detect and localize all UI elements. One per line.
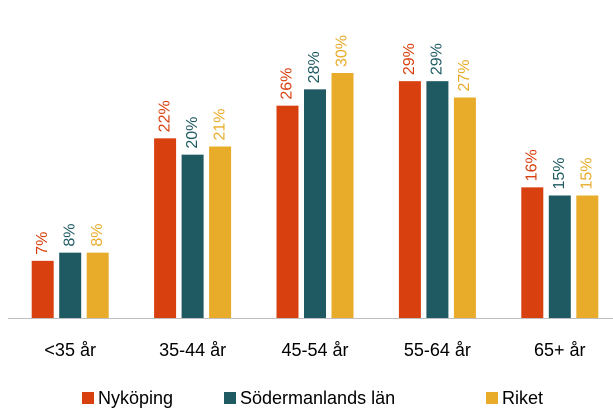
data-label: 26% — [279, 68, 296, 100]
data-label: 29% — [429, 43, 446, 75]
x-tick-label: 35-44 år — [159, 340, 226, 360]
bar — [576, 195, 599, 318]
data-label: 29% — [401, 43, 418, 75]
bar — [59, 252, 82, 318]
x-tick-label: 55-64 år — [404, 340, 471, 360]
x-tick-label: <35 år — [44, 340, 96, 360]
bar — [31, 260, 54, 318]
bar — [521, 187, 544, 318]
x-tick-label: 45-54 år — [281, 340, 348, 360]
data-label: 8% — [89, 224, 106, 247]
data-label: 28% — [306, 51, 323, 83]
bar — [453, 97, 476, 318]
legend-swatch — [82, 392, 94, 404]
data-label: 8% — [61, 224, 78, 247]
bar — [86, 252, 109, 318]
bar — [276, 105, 299, 319]
legend-label: Nyköping — [98, 388, 173, 408]
data-label: 27% — [456, 59, 473, 91]
bar — [154, 138, 177, 318]
data-label: 16% — [524, 149, 541, 181]
data-label: 15% — [551, 157, 568, 189]
bar — [304, 89, 326, 318]
data-label: 20% — [184, 117, 201, 149]
legend-label: Riket — [502, 388, 543, 408]
data-label: 15% — [579, 157, 596, 189]
bar — [426, 81, 449, 319]
legend-swatch — [486, 392, 498, 404]
x-tick-label: 65+ år — [534, 340, 586, 360]
data-label: 22% — [156, 100, 173, 132]
bar — [331, 73, 354, 318]
legend-swatch — [224, 392, 236, 404]
bar — [548, 195, 571, 318]
data-label: 21% — [211, 108, 228, 140]
data-label: 7% — [34, 232, 51, 255]
bar — [209, 146, 232, 318]
bar — [181, 154, 204, 318]
legend-label: Södermanlands län — [240, 388, 395, 408]
data-label: 30% — [334, 35, 351, 67]
bar — [398, 81, 421, 319]
